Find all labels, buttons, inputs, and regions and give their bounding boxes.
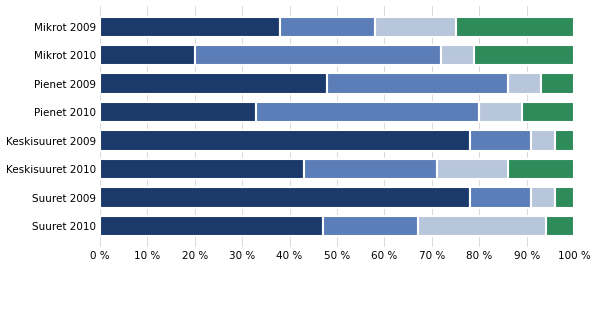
Bar [436, 159, 508, 179]
Bar [545, 216, 574, 236]
Bar [441, 45, 474, 66]
Bar [100, 159, 304, 179]
Bar [100, 16, 280, 37]
Bar [508, 159, 574, 179]
Bar [322, 216, 418, 236]
Bar [508, 74, 541, 94]
Bar [474, 45, 574, 66]
Bar [100, 216, 322, 236]
Bar [532, 187, 555, 208]
Bar [470, 187, 532, 208]
Bar [100, 45, 195, 66]
Bar [470, 130, 532, 151]
Bar [375, 16, 455, 37]
Bar [541, 74, 574, 94]
Bar [195, 45, 441, 66]
Bar [327, 74, 508, 94]
Bar [532, 130, 555, 151]
Bar [555, 130, 574, 151]
Bar [256, 102, 479, 122]
Bar [304, 159, 436, 179]
Bar [555, 187, 574, 208]
Bar [455, 16, 574, 37]
Bar [522, 102, 574, 122]
Bar [280, 16, 375, 37]
Bar [100, 102, 256, 122]
Bar [100, 130, 470, 151]
Bar [100, 74, 327, 94]
Bar [100, 187, 470, 208]
Bar [418, 216, 545, 236]
Bar [479, 102, 522, 122]
